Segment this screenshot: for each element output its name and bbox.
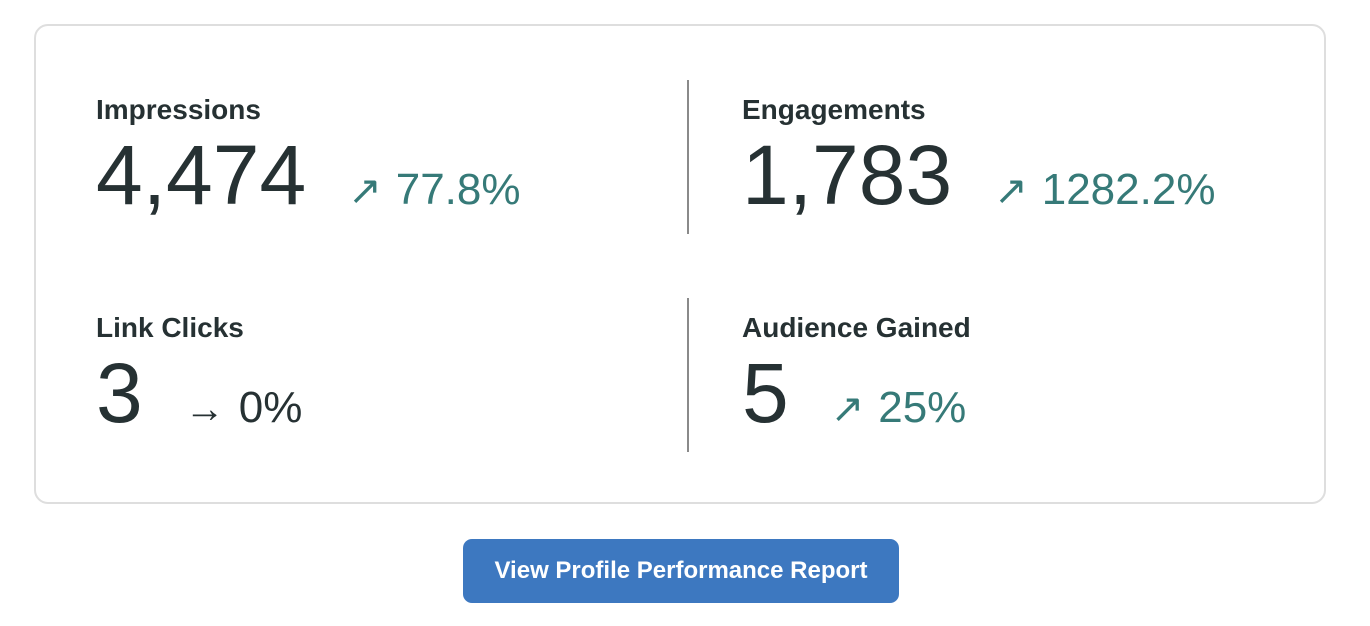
metric-change: ↗ 77.8% [348,165,520,215]
view-report-button[interactable]: View Profile Performance Report [463,539,899,603]
metric-value: 5 [742,346,789,440]
metric-impressions: Impressions 4,474 ↗ 77.8% [96,94,656,220]
arrow-up-right-icon: ↗ [830,387,865,431]
change-percent: 77.8% [395,165,521,214]
metric-change: → 0% [185,383,303,433]
metric-change: ↗ 25% [831,383,967,433]
metric-label: Engagements [742,94,926,125]
divider [687,298,689,452]
change-percent: 25% [878,383,967,432]
metric-label: Link Clicks [96,312,244,343]
metrics-card: Impressions 4,474 ↗ 77.8% Engagements 1,… [34,24,1326,504]
change-percent: 0% [238,383,303,432]
metric-value: 4,474 [96,128,307,222]
metric-label: Audience Gained [742,312,971,343]
metric-value: 1,783 [742,128,953,222]
metric-change: ↗ 1282.2% [994,165,1215,215]
change-percent: 1282.2% [1041,165,1216,214]
metric-link-clicks: Link Clicks 3 → 0% [96,312,656,438]
metric-audience-gained: Audience Gained 5 ↗ 25% [742,312,1302,438]
arrow-up-right-icon: ↗ [994,169,1028,213]
metric-value: 3 [96,346,143,440]
metric-label: Impressions [96,94,261,125]
metric-engagements: Engagements 1,783 ↗ 1282.2% [742,94,1302,220]
arrow-up-right-icon: ↗ [348,169,382,213]
arrow-right-icon: → [184,387,225,431]
divider [687,80,689,234]
